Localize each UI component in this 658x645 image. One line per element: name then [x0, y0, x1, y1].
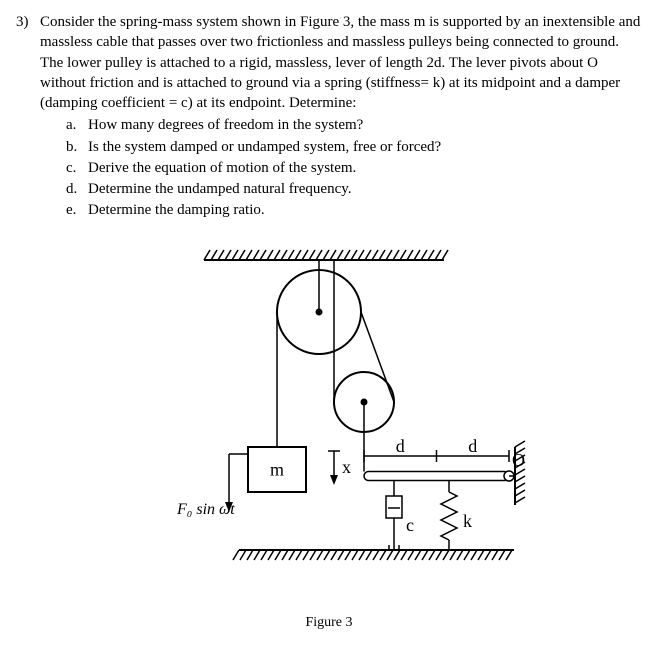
svg-text:k: k: [463, 511, 472, 531]
sub-list: a. How many degrees of freedom in the sy…: [40, 115, 642, 220]
svg-text:d: d: [396, 436, 405, 456]
figure-svg: m x F₀ sin ωt Od d c k: [114, 242, 544, 602]
sub-item: a. How many degrees of freedom in the sy…: [66, 115, 642, 135]
svg-text:O: O: [512, 450, 525, 470]
sub-item: e. Determine the damping ratio.: [66, 200, 642, 220]
figure-caption: Figure 3: [16, 614, 642, 633]
sub-item: d. Determine the undamped natural freque…: [66, 179, 642, 199]
svg-text:x: x: [342, 457, 351, 477]
sub-letter: c.: [66, 158, 88, 178]
sub-letter: a.: [66, 115, 88, 135]
sub-text: Determine the damping ratio.: [88, 200, 265, 220]
problem-body: Consider the spring-mass system shown in…: [40, 12, 642, 222]
sub-item: c. Derive the equation of motion of the …: [66, 158, 642, 178]
svg-text:c: c: [406, 515, 414, 535]
problem-number: 3): [16, 12, 40, 222]
sub-text: Determine the undamped natural frequency…: [88, 179, 352, 199]
sub-text: Is the system damped or undamped system,…: [88, 137, 441, 157]
sub-letter: e.: [66, 200, 88, 220]
svg-text:F₀ sin ωt: F₀ sin ωt: [176, 501, 235, 518]
sub-text: Derive the equation of motion of the sys…: [88, 158, 356, 178]
sub-item: b. Is the system damped or undamped syst…: [66, 137, 642, 157]
svg-text:m: m: [270, 459, 284, 479]
sub-letter: b.: [66, 137, 88, 157]
problem-statement: Consider the spring-mass system shown in…: [40, 14, 640, 111]
figure-container: m x F₀ sin ωt Od d c k Figure 3: [16, 242, 642, 633]
sub-text: How many degrees of freedom in the syste…: [88, 115, 363, 135]
sub-letter: d.: [66, 179, 88, 199]
svg-text:d: d: [468, 436, 477, 456]
problem-block: 3) Consider the spring-mass system shown…: [16, 12, 642, 222]
